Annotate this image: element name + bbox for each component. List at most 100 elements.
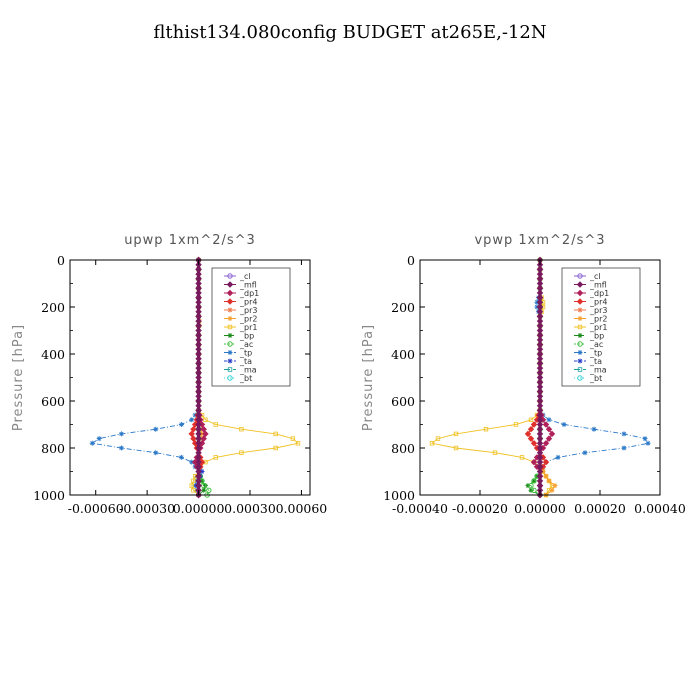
data-point <box>118 431 124 437</box>
data-point <box>239 426 244 432</box>
series-line <box>536 260 649 495</box>
data-point <box>273 431 278 437</box>
legend-label: _cl <box>239 272 251 281</box>
legend-entry: _bp <box>574 332 604 341</box>
plot-area <box>89 256 301 499</box>
legend-marker <box>577 367 583 372</box>
legend-marker <box>576 289 584 297</box>
legend: _cl_mfl_dp1_pr4_pr3_pr2_pr1_bp_ac_tp_ta_… <box>561 267 641 387</box>
data-point <box>295 441 301 446</box>
data-point <box>453 445 459 451</box>
data-point <box>200 425 207 433</box>
data-point <box>429 441 435 446</box>
data-point <box>199 469 205 474</box>
y-tick-label: 0 <box>57 253 65 268</box>
legend-label: _mfl <box>589 281 607 290</box>
legend-label: _ac <box>589 340 603 349</box>
data-point <box>191 478 196 484</box>
legend-label: _bt <box>239 374 252 383</box>
y-tick-label: 400 <box>41 347 65 362</box>
y-tick-label: 200 <box>41 300 65 315</box>
legend-entry: _mfl <box>224 281 257 290</box>
legend-marker <box>577 341 583 347</box>
legend-label: _pr1 <box>589 323 607 332</box>
y-tick-label: 400 <box>391 347 415 362</box>
data-point <box>548 430 556 438</box>
panel-title: upwp 1xm^2/s^3 <box>124 233 256 248</box>
legend-marker <box>577 316 583 321</box>
y-tick-label: 0 <box>407 253 415 268</box>
data-point <box>290 436 296 441</box>
legend-entry: _ac <box>574 340 603 349</box>
data-point <box>527 435 535 442</box>
data-point <box>621 431 627 437</box>
data-point <box>513 422 519 427</box>
data-point <box>203 417 208 422</box>
data-point <box>546 417 552 423</box>
legend-label: _tp <box>239 349 252 358</box>
data-point <box>528 482 534 489</box>
data-point <box>178 454 184 460</box>
legend-label: _dp1 <box>239 289 259 298</box>
legend-entry: _pr2 <box>224 315 257 324</box>
data-point <box>206 487 212 493</box>
data-point <box>239 450 244 455</box>
legend: _cl_mfl_dp1_pr4_pr3_pr2_pr1_bp_ac_tp_ta _… <box>211 267 291 387</box>
y-tick-label: 800 <box>391 441 415 456</box>
legend-marker <box>227 333 233 338</box>
data-point <box>527 425 535 433</box>
data-point <box>531 487 537 493</box>
legend-entry: _pr4 <box>224 298 257 307</box>
panel-title: vpwp 1xm^2/s^3 <box>474 233 605 248</box>
legend-entry: _pr4 <box>574 298 607 307</box>
data-point <box>621 445 627 451</box>
data-point <box>645 440 651 446</box>
legend-label: _pr4 <box>239 298 257 307</box>
legend-label: _bp <box>589 332 604 341</box>
data-point <box>542 440 550 447</box>
series-tp <box>89 257 202 498</box>
legend-label: _pr2 <box>589 315 607 324</box>
legend-entry: _pr1 <box>224 323 257 332</box>
legend-entry: _ta <box>224 357 252 366</box>
legend-entry: _bt <box>224 374 252 383</box>
legend-entry: _pr1 <box>574 323 607 332</box>
data-point <box>543 473 549 479</box>
legend-marker <box>227 367 233 372</box>
legend-entry: _pr3 <box>224 306 257 315</box>
x-tick-label: 0.00040 <box>634 501 686 516</box>
series-mfl <box>195 256 202 499</box>
data-point <box>96 436 102 442</box>
legend-marker <box>227 341 233 347</box>
data-point <box>591 426 597 432</box>
legend-marker <box>227 324 233 330</box>
data-point <box>530 458 538 466</box>
legend-entry: _pr2 <box>574 315 607 324</box>
data-point <box>153 426 159 432</box>
y-tick-label: 1000 <box>383 488 415 503</box>
legend-label: _pr3 <box>589 306 607 315</box>
legend-marker <box>576 298 584 305</box>
legend-marker <box>226 281 234 288</box>
data-point <box>189 417 195 423</box>
legend-entry: _bp <box>224 332 254 341</box>
data-point <box>199 431 205 437</box>
data-point <box>435 436 441 441</box>
legend-entry: _pr3 <box>574 306 607 315</box>
legend-entry: _ta <box>574 357 602 366</box>
y-tick-label: 800 <box>41 441 65 456</box>
legend-marker <box>227 358 233 364</box>
data-point <box>525 483 531 489</box>
legend-label: _pr3 <box>239 306 257 315</box>
legend-marker <box>577 375 583 381</box>
legend-label: _mfl <box>239 281 257 290</box>
legend-marker <box>227 273 233 279</box>
legend-label: _ac <box>239 340 253 349</box>
y-tick-label: 1000 <box>33 488 65 503</box>
series-mfl <box>536 256 544 499</box>
data-point <box>483 426 489 432</box>
plot-area <box>429 256 651 499</box>
legend-entry: _cl <box>224 272 251 281</box>
y-tick-label: 600 <box>391 394 415 409</box>
x-tick-label: 0.00000 <box>514 501 566 516</box>
